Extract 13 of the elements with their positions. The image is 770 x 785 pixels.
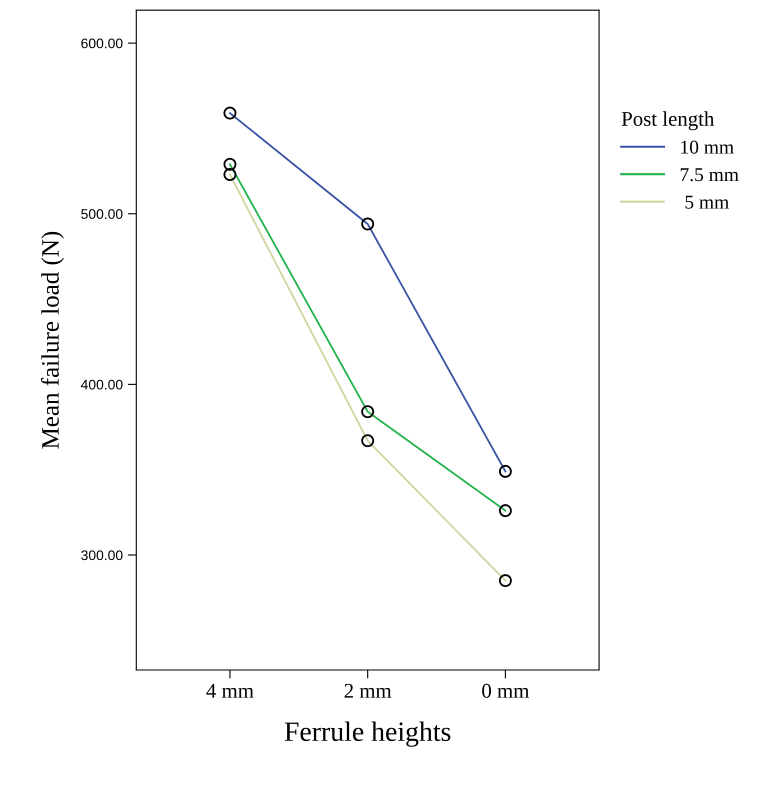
y-tick-label: 600.00 (81, 38, 123, 48)
x-tick-label: 4 mm (206, 684, 254, 698)
x-tick-label: 0 mm (482, 684, 530, 698)
y-tick-label: 300.00 (81, 550, 123, 560)
y-axis-title: Mean failure load (N) (41, 232, 64, 449)
x-axis-title: Ferrule heights (284, 722, 450, 747)
legend-title: Post length (622, 111, 714, 130)
y-tick-label: 400.00 (80, 380, 123, 390)
y-tick-label: 500.00 (81, 209, 123, 219)
legend-label: 7.5 mm (680, 168, 739, 182)
legend-label: 5 mm (686, 196, 729, 209)
x-tick-label: 2 mm (344, 684, 392, 698)
legend-label: 10 mm (681, 140, 734, 154)
